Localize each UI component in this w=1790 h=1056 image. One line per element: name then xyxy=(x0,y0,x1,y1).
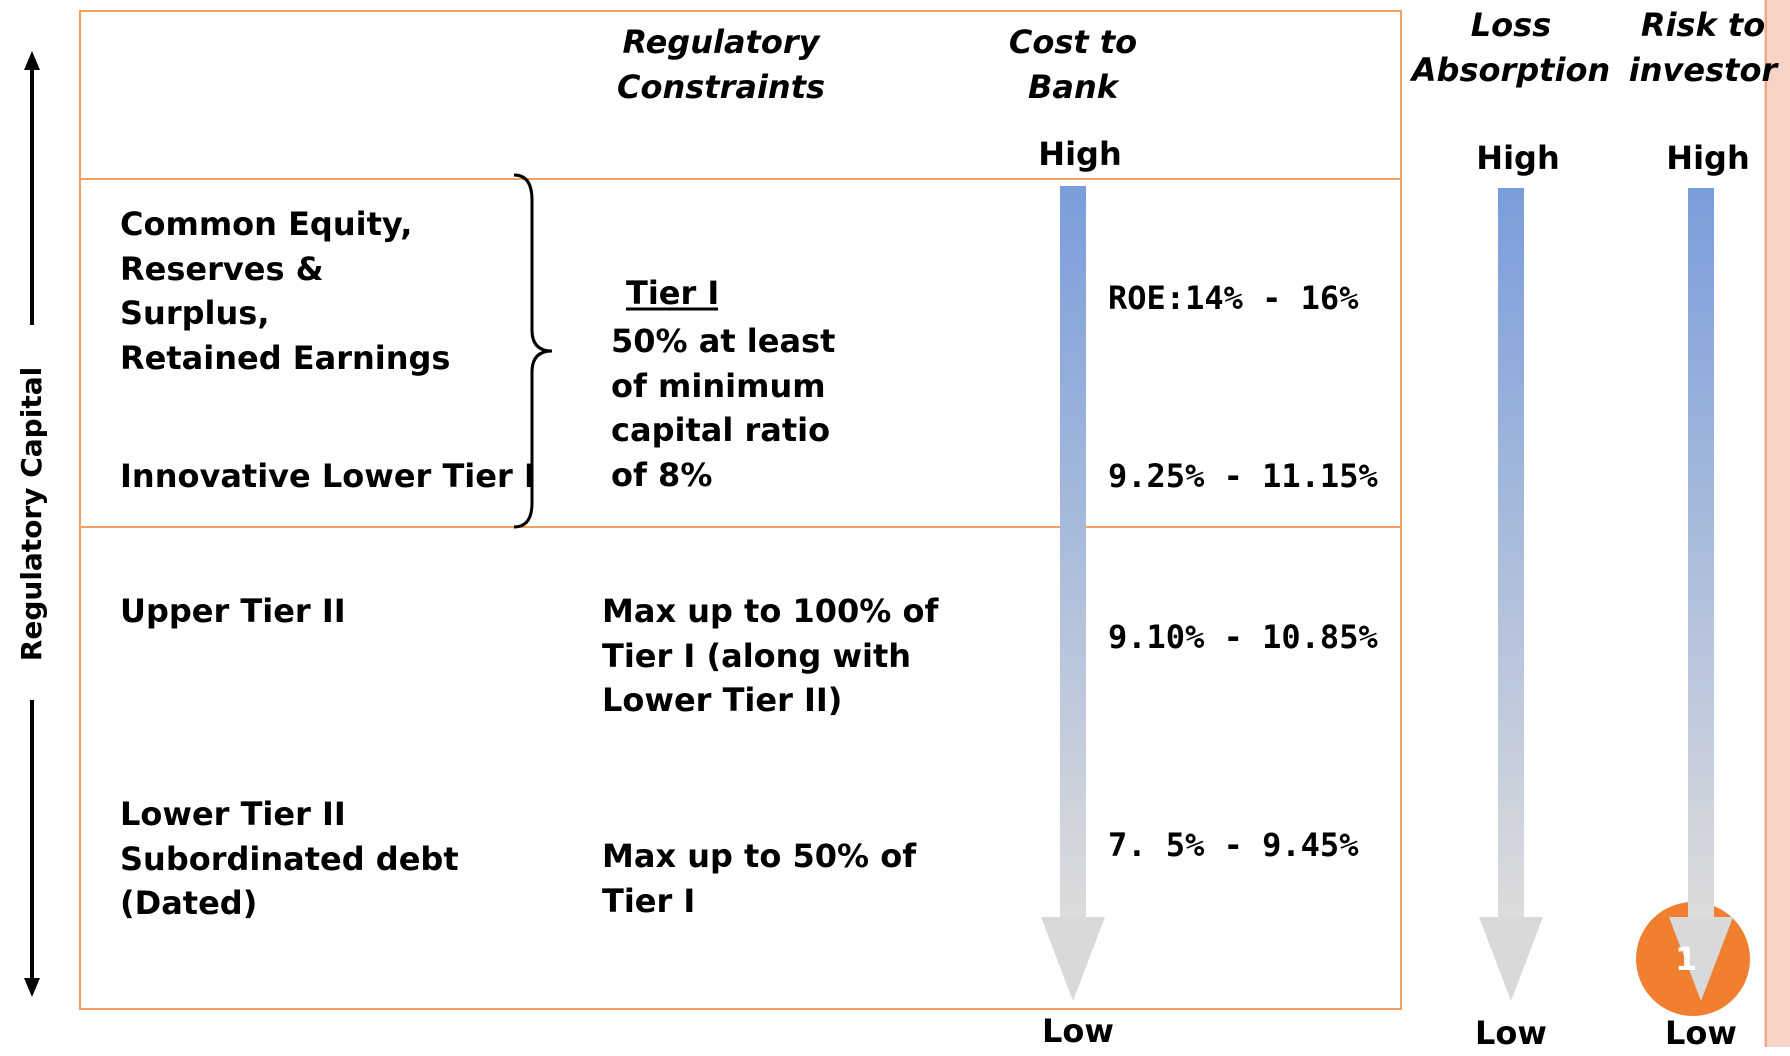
cost: 9.25% - 11.15% xyxy=(1108,457,1378,495)
text-line: Subordinated debt xyxy=(120,839,459,878)
column-header: Risk to investor xyxy=(1533,3,1790,92)
arrow-head xyxy=(1041,917,1105,1001)
arrow-head xyxy=(1479,917,1543,1001)
constraint: 50% at least of minimum capital ratio of… xyxy=(611,319,835,497)
text-line: Surplus, xyxy=(120,294,270,332)
side-stripe xyxy=(1764,0,1790,1047)
instrument: Common Equity, Reserves & Surplus, Retai… xyxy=(120,202,450,380)
text-line: Innovative Lower Tier I xyxy=(120,457,536,495)
text-line: Max up to 50% of xyxy=(602,837,917,875)
instrument: Lower Tier II Subordinated debt (Dated) xyxy=(120,792,459,926)
constraint: Max up to 100% of Tier I (along with Low… xyxy=(602,589,938,723)
side-label: Regulatory Capital xyxy=(14,366,48,662)
column-header: Cost to Bank xyxy=(903,20,1243,109)
cost: 9.10% - 10.85% xyxy=(1108,618,1378,656)
loss-arrow xyxy=(1479,188,1543,1001)
constraint: Max up to 50% of Tier I xyxy=(602,834,916,923)
text-line: (Dated) xyxy=(120,884,258,922)
scale-low: Low xyxy=(1475,1014,1547,1052)
header-line: Absorption xyxy=(1411,50,1611,89)
text-line: of 8% xyxy=(611,455,713,494)
text-line: Upper Tier II xyxy=(120,592,346,630)
cost-arrow xyxy=(1041,186,1105,1001)
text-line: Max up to 100% of xyxy=(602,592,939,630)
arrow-head xyxy=(1669,917,1733,1001)
header-line: Cost to xyxy=(1008,23,1138,61)
text-line: Common Equity, xyxy=(120,205,413,243)
instrument: Innovative Lower Tier I xyxy=(120,454,536,499)
scale-low: Low xyxy=(1665,1014,1737,1052)
axis-arrowhead xyxy=(24,978,40,997)
slide-number: 1 xyxy=(1675,940,1698,978)
risk-arrow xyxy=(1669,188,1733,1001)
header-line: Risk to xyxy=(1640,6,1766,44)
header-line: Regulatory xyxy=(622,23,820,61)
header-line: investor xyxy=(1628,50,1778,89)
constraint-heading: Tier I xyxy=(626,274,720,312)
cost: 7. 5% - 9.45% xyxy=(1108,826,1359,864)
text-line: Tier I (along with xyxy=(602,636,912,675)
column-header: Regulatory Constraints xyxy=(551,20,891,109)
text-line: capital ratio xyxy=(611,411,831,449)
text-line: 50% at least xyxy=(611,322,836,360)
header-line: Constraints xyxy=(616,67,826,106)
brace xyxy=(513,173,553,529)
scale-low: Low xyxy=(1042,1012,1114,1050)
arrow-shaft xyxy=(1688,188,1714,918)
arrow-shaft xyxy=(1498,188,1524,918)
text-line: Tier I xyxy=(602,881,696,920)
arrow-shaft xyxy=(1060,186,1086,918)
axis-arrowhead xyxy=(24,51,40,70)
text-line: Lower Tier II) xyxy=(602,681,843,719)
text-line: of minimum xyxy=(611,366,826,405)
table-border xyxy=(79,10,1402,1010)
column-header: Loss Absorption xyxy=(1341,3,1681,92)
text-line: Lower Tier II xyxy=(120,795,346,833)
text-line: Reserves & xyxy=(120,249,324,288)
cost: ROE:14% - 16% xyxy=(1108,279,1359,317)
instrument: Upper Tier II xyxy=(120,589,346,634)
header-line: Loss xyxy=(1470,6,1552,44)
text-line: Retained Earnings xyxy=(120,338,451,377)
header-line: Bank xyxy=(1027,67,1119,106)
scale-high: High xyxy=(1476,139,1560,177)
scale-high: High xyxy=(1038,135,1122,173)
scale-high: High xyxy=(1666,139,1750,177)
